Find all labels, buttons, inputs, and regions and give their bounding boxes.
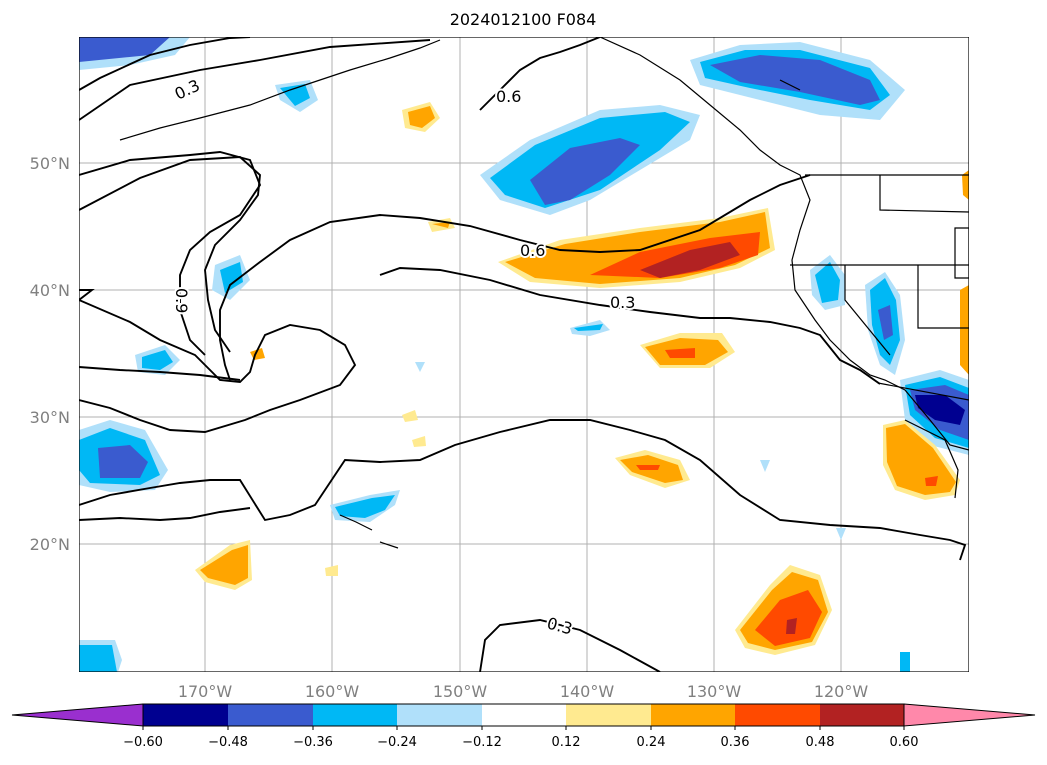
colorbar-tick-label: 0.48 [806,735,835,750]
contour-labels: 0.3 0.6 0.6 0.9 0.3 0.3 [170,74,638,641]
colorbar-tick-label: −0.60 [123,735,163,750]
colorbar-segment-1 [143,704,228,726]
lon-label-160w: 160°W [305,682,360,701]
colorbar-tick-label: −0.48 [208,735,248,750]
latitude-labels: 50°N 40°N 30°N 20°N [30,154,70,554]
positive-anomaly-regions [195,102,969,655]
lon-label-120w: 120°W [814,682,869,701]
colorbar-segment-10 [903,703,1036,727]
colorbar-segment-3 [313,704,397,726]
colorbar-segment-4 [397,704,482,726]
lat-label-20n: 20°N [30,535,70,554]
contour-label-5: 0.3 [610,293,635,312]
colorbar: −0.60 −0.48 −0.36 −0.24 −0.12 0.12 0.24 … [11,703,1036,750]
contour-lines [79,37,967,672]
longitude-labels: 170°W 160°W 150°W 140°W 130°W 120°W [178,682,869,701]
colorbar-tick-label: 0.60 [890,735,919,750]
contour-label-3: 0.6 [520,241,545,260]
lat-label-30n: 30°N [30,408,70,427]
colorbar-segment-9 [820,704,904,726]
colorbar-segment-0 [11,703,144,727]
negative-anomaly-regions [79,37,969,672]
lon-label-170w: 170°W [178,682,233,701]
colorbar-tick-label: 0.24 [637,735,666,750]
lon-label-130w: 130°W [687,682,742,701]
coastlines [119,37,969,549]
colorbar-segment-8 [735,704,820,726]
colorbar-segment-5 [482,704,566,726]
lat-label-50n: 50°N [30,154,70,173]
lat-label-40n: 40°N [30,281,70,300]
map-title: 2024012100 F084 [450,10,597,29]
contour-label-2: 0.6 [496,87,521,106]
contour-label-4: 0.9 [172,288,191,313]
colorbar-tick-label: −0.12 [462,735,502,750]
lon-label-150w: 150°W [433,682,488,701]
colorbar-tick-label: −0.36 [293,735,333,750]
colorbar-segment-7 [651,704,735,726]
lon-label-140w: 140°W [560,682,615,701]
colorbar-segment-2 [228,704,313,726]
colorbar-tick-label: 0.12 [552,735,581,750]
plot-area: 0.3 0.6 0.6 0.9 0.3 0.3 [79,37,969,672]
colorbar-segment-6 [566,704,651,726]
colorbar-tick-label: 0.36 [721,735,750,750]
colorbar-tick-label: −0.24 [377,735,417,750]
